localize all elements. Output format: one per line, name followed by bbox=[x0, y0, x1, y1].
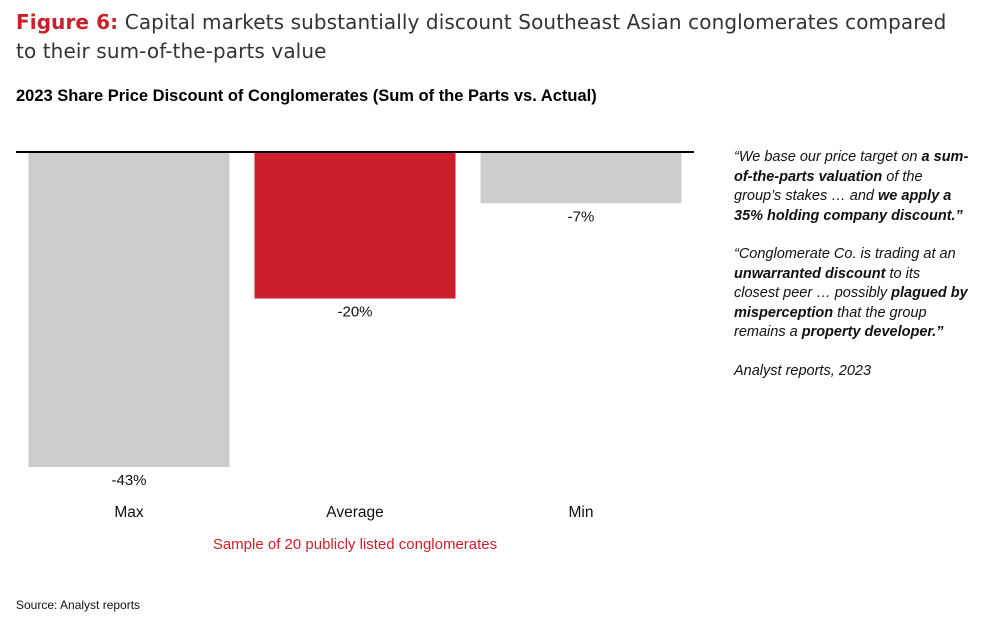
bar-max bbox=[28, 152, 230, 467]
sample-footnote: Sample of 20 publicly listed conglomerat… bbox=[212, 536, 498, 553]
bar-average bbox=[254, 152, 456, 299]
quote-2-bold-3: property developer.” bbox=[801, 324, 944, 340]
quote-2: “Conglomerate Co. is trading at an unwar… bbox=[734, 245, 969, 343]
quote-1-bold-1: a sum-of-the-parts valuation bbox=[734, 149, 969, 185]
quote-box: “We base our price target on a sum-of-th… bbox=[734, 148, 969, 400]
quote-2-text-1: “Conglomerate Co. is trading at an bbox=[734, 246, 956, 262]
quote-1: “We base our price target on a sum-of-th… bbox=[734, 148, 969, 226]
quote-2-bold-1: unwarranted discount bbox=[734, 265, 886, 282]
category-label-min: Min bbox=[569, 504, 594, 521]
quote-attribution: Analyst reports, 2023 bbox=[734, 362, 872, 379]
category-label-average: Average bbox=[326, 504, 383, 521]
quote-2-bold-2: plagued by misperception bbox=[734, 285, 968, 321]
data-label-min: -7% bbox=[568, 208, 595, 225]
quote-1-bold-2: we apply a 35% holding company discount.… bbox=[734, 188, 963, 224]
quote-1-text-2: of the group’s stakes … and bbox=[734, 168, 923, 205]
data-label-average: -20% bbox=[337, 304, 372, 321]
data-label-max: -43% bbox=[111, 472, 146, 489]
figure-label: Figure 6: bbox=[16, 10, 119, 34]
category-label-max: Max bbox=[114, 504, 144, 521]
bar-min bbox=[480, 152, 682, 204]
quote-2-text-2: to its closest peer … possibly bbox=[734, 265, 921, 302]
quote-2-text-3: that the group remains a bbox=[734, 304, 927, 341]
source-note: Source: Analyst reports bbox=[16, 598, 141, 612]
quote-1-text-1: “We base our price target on bbox=[734, 149, 922, 165]
figure-title-text: Capital markets substantially discount S… bbox=[16, 10, 947, 63]
chart-title: 2023 Share Price Discount of Conglomerat… bbox=[16, 87, 597, 105]
figure-title: Figure 6: Capital markets substantially … bbox=[16, 8, 966, 66]
